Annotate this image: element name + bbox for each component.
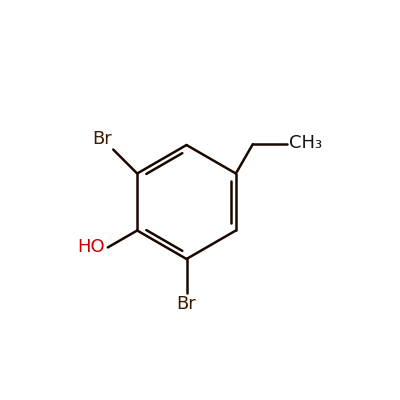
Text: Br: Br [92,130,112,148]
Text: HO: HO [78,238,105,256]
Text: CH₃: CH₃ [289,134,322,152]
Text: Br: Br [177,295,196,313]
